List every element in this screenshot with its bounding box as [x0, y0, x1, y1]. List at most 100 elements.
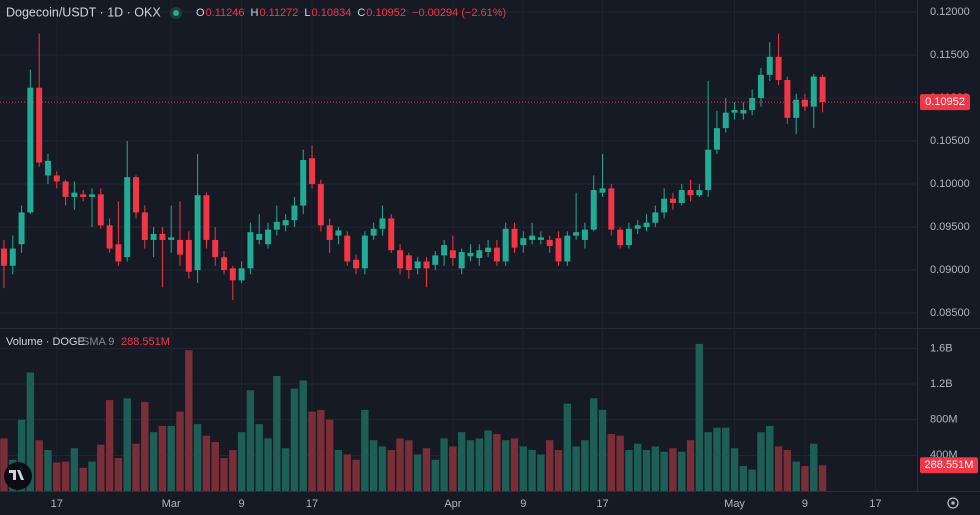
volume-bar: [413, 454, 422, 491]
volume-bar: [713, 427, 721, 491]
volume-bar: [651, 446, 660, 491]
volume-bar: [237, 432, 246, 491]
volume-bar: [466, 440, 475, 491]
volume-bar: [686, 440, 695, 491]
candle-body: [414, 261, 421, 269]
volume-bar: [590, 398, 598, 491]
candle-body: [247, 232, 254, 269]
candle-body: [573, 232, 580, 236]
symbol-title: Dogecoin/USDT · 1D · OKX: [6, 5, 161, 19]
candle-body: [775, 56, 782, 80]
candle-body: [643, 222, 650, 228]
last-price-label: 0.10952: [925, 96, 965, 108]
candle-body: [273, 221, 280, 230]
x-tick-label: 9: [802, 498, 808, 510]
candle-body: [449, 250, 456, 258]
volume-bar: [757, 432, 765, 491]
ohlc-values: O 0.11246 H 0.11272 L 0.10834 C 0.10952 −0.00294…: [196, 7, 506, 19]
candle-body: [326, 225, 333, 240]
volume-bar: [695, 343, 704, 491]
volume-bar: [35, 440, 43, 491]
x-tick-label: Apr: [444, 498, 461, 510]
volume-bar: [361, 409, 369, 491]
candle-body: [617, 229, 624, 246]
volume-bar: [493, 433, 501, 491]
volume-bar: [211, 441, 219, 491]
candle-body: [212, 239, 219, 258]
candle-body: [722, 112, 729, 129]
volume-bar: [730, 448, 739, 491]
volume-bar: [79, 467, 87, 491]
tv-logo[interactable]: [4, 462, 32, 490]
candle-body: [194, 195, 201, 271]
settings-icon[interactable]: [947, 497, 959, 509]
volume-bar: [281, 448, 290, 491]
candle-body: [71, 192, 78, 197]
volume-bar: [774, 446, 783, 491]
volume-bar: [792, 461, 800, 491]
x-tick-label: 17: [596, 498, 608, 510]
ohlc-key: C: [357, 7, 365, 19]
candle-body: [150, 233, 157, 240]
y-tick-label: 1.6B: [930, 342, 953, 354]
y-tick-label: 0.10500: [930, 135, 970, 147]
volume-bar: [722, 427, 730, 491]
candle-body: [441, 245, 448, 256]
candle-body: [555, 238, 562, 262]
volume-title: Volume · DOGE: [6, 336, 85, 348]
candle-body: [740, 110, 747, 114]
volume-bar: [766, 425, 774, 491]
volume-bar: [149, 432, 158, 491]
candle-body: [133, 177, 139, 213]
candle-body: [599, 188, 606, 193]
candle-body: [44, 160, 51, 176]
candle-body: [379, 218, 386, 229]
ohlc-key: H: [251, 7, 259, 19]
candle-body: [388, 218, 395, 251]
volume-badge-label: 288.551M: [925, 459, 974, 471]
candle-body: [317, 184, 324, 226]
volume-bar: [352, 459, 360, 491]
x-tick-label: May: [724, 498, 745, 510]
candle-body: [124, 177, 131, 258]
volume-indicator: SMA 9: [82, 336, 114, 348]
volume-legend: Volume · DOGE SMA 9 288.551M: [6, 336, 170, 348]
candle-body: [309, 158, 316, 185]
candle-body: [353, 259, 360, 269]
candle-body: [106, 225, 113, 249]
volume-bar: [660, 451, 668, 491]
candle-body: [97, 194, 104, 226]
volume-bar: [510, 438, 519, 491]
volume-bar: [255, 424, 263, 491]
candle-body: [520, 238, 527, 246]
volume-bar: [810, 443, 818, 491]
gear-center: [951, 501, 955, 505]
volume-bar: [405, 440, 413, 491]
volume-bar: [369, 440, 378, 491]
volume-bar: [167, 425, 175, 491]
y-tick-label: 0.09000: [930, 264, 970, 276]
candle-body: [370, 228, 377, 236]
volume-bar: [431, 459, 439, 491]
volume-bar: [387, 449, 395, 491]
volume-bar: [457, 432, 466, 491]
candle-body: [493, 247, 500, 262]
candle-body: [221, 257, 228, 271]
volume-bar: [801, 466, 809, 491]
volume-bar: [739, 466, 748, 491]
volume-bar: [290, 388, 299, 491]
volume-bar: [193, 424, 202, 491]
volume-bar: [185, 350, 193, 491]
candle-body: [661, 198, 668, 213]
volume-bar: [114, 458, 123, 491]
ohlc-value: 0.11272: [259, 7, 298, 19]
candle-body: [141, 212, 148, 240]
candle-body: [458, 251, 465, 269]
volume-bar: [598, 409, 607, 491]
gear: [947, 497, 959, 509]
volume-bar: [0, 438, 8, 491]
candle-body: [361, 235, 368, 269]
volume-bar: [581, 440, 589, 491]
volume-bar: [678, 451, 686, 491]
